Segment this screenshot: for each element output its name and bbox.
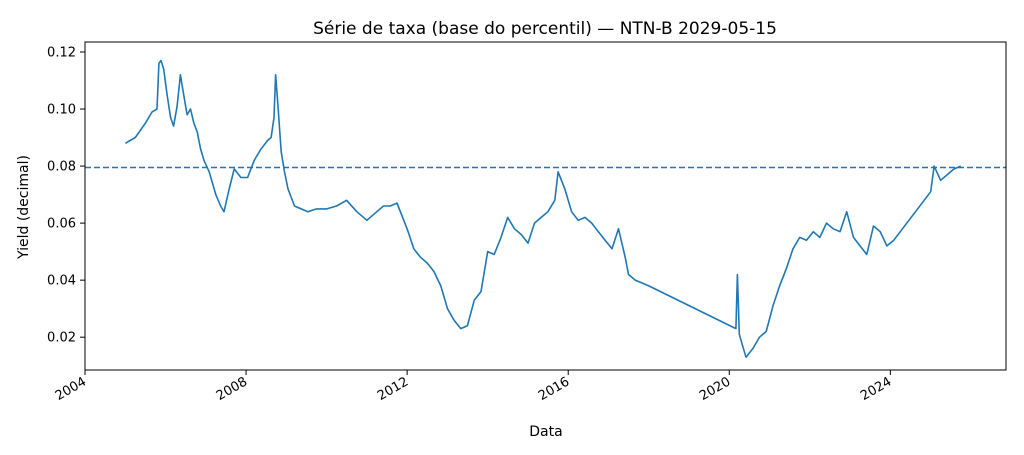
y-tick-label: 0.08 xyxy=(47,160,76,175)
y-axis: 0.02 0.04 0.06 0.08 0.10 0.12 xyxy=(47,45,85,346)
x-axis-title: Data xyxy=(529,424,562,440)
y-tick-label: 0.10 xyxy=(47,103,76,118)
chart-title: Série de taxa (base do percentil) — NTN-… xyxy=(313,19,777,39)
y-tick-label: 0.04 xyxy=(47,274,76,289)
y-axis-title: Yield (decimal) xyxy=(16,155,32,260)
plot-frame xyxy=(84,41,1007,371)
y-tick-label: 0.06 xyxy=(47,217,76,232)
y-tick-label: 0.12 xyxy=(47,45,76,60)
y-tick-label: 0.02 xyxy=(47,331,76,346)
series-line xyxy=(124,59,962,358)
